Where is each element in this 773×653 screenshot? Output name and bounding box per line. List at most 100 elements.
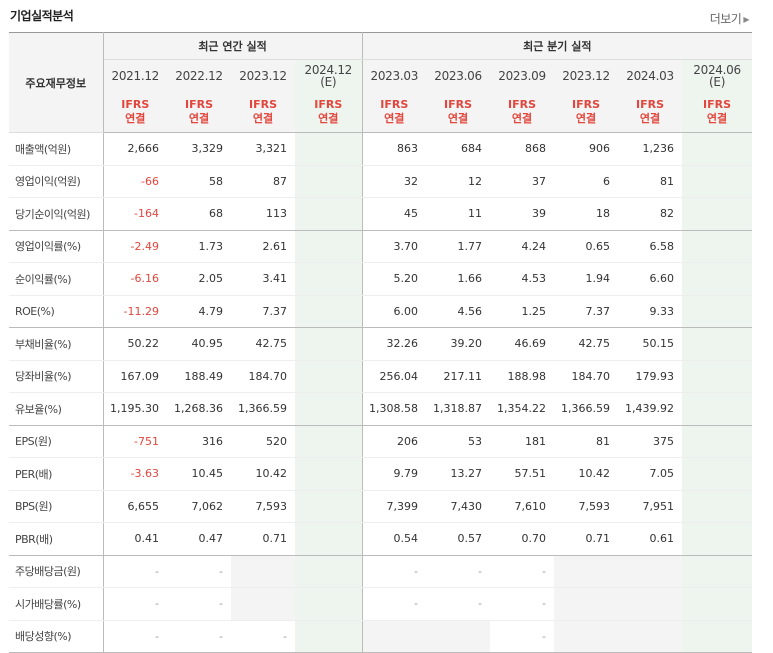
table-cell: 4.56 [426,295,491,328]
table-cell [295,327,363,361]
table-cell: 0.61 [618,522,683,556]
table-cell: 39 [490,197,555,231]
row-label: ROE(%) [9,295,104,328]
ifrs-consolidated-header: IFRS 연결 [167,92,231,133]
table-cell [682,360,753,393]
table-cell: 375 [618,425,683,458]
table-cell: 7,062 [167,490,231,523]
table-row: 주당배당금(원) - - - - - [9,555,753,588]
table-cell: 9.79 [362,457,427,491]
table-cell [554,587,619,621]
table-cell [231,555,295,588]
table-cell: 2,666 [103,132,167,166]
row-label: PBR(배) [9,522,104,556]
table-cell [682,392,753,426]
table-cell: 32.26 [362,327,427,361]
table-cell: 520 [231,425,295,458]
table-cell [231,587,295,621]
table-cell [682,197,753,231]
table-cell: 1,439.92 [618,392,683,426]
table-cell: 4.53 [490,262,555,296]
table-cell: 2.61 [231,230,295,263]
table-cell [295,360,363,393]
table-cell: 1.25 [490,295,555,328]
table-cell: 0.65 [554,230,619,263]
table-cell [295,392,363,426]
row-label: 당기순이익(억원) [9,197,104,231]
annual-group-header: 최근 연간 실적 [103,32,363,60]
table-cell [682,587,753,621]
section-title: 기업실적분석 [10,9,74,23]
table-cell: 1,366.59 [554,392,619,426]
ifrs-consolidated-header: IFRS 연결 [554,92,619,133]
table-cell: 1,268.36 [167,392,231,426]
table-cell [682,490,753,523]
table-cell: 7,593 [231,490,295,523]
row-label: 영업이익(억원) [9,165,104,198]
ifrs-consolidated-header: IFRS 연결 [103,92,167,133]
table-cell [362,620,427,653]
table-cell: 0.71 [554,522,619,556]
table-cell: 13.27 [426,457,491,491]
table-cell [682,262,753,296]
table-cell: 7.37 [231,295,295,328]
table-cell [295,230,363,263]
table-cell: 42.75 [554,327,619,361]
table-cell: -164 [103,197,167,231]
table-cell [682,295,753,328]
table-cell [682,457,753,491]
table-cell: - [426,555,491,588]
table-cell [682,620,753,653]
table-cell: 7.05 [618,457,683,491]
table-cell [618,620,683,653]
table-cell: 0.70 [490,522,555,556]
table-cell: 684 [426,132,491,166]
table-row: ROE(%) -11.29 4.79 7.37 6.00 4.56 1.25 7.37 9.33 [9,295,753,328]
table-cell: 7,430 [426,490,491,523]
row-label: 당좌비율(%) [9,360,104,393]
quarter-group-header: 최근 분기 실적 [362,32,753,60]
row-label: BPS(원) [9,490,104,523]
table-cell: 179.93 [618,360,683,393]
table-row: PER(배) -3.63 10.45 10.42 9.79 13.27 57.51 10.42… [9,457,753,491]
table-cell [295,295,363,328]
table-cell: 87 [231,165,295,198]
table-cell: 2.05 [167,262,231,296]
more-link[interactable]: 더보기 ▶ [709,12,750,26]
table-cell: - [103,587,167,621]
table-cell: - [103,620,167,653]
table-cell: 1.66 [426,262,491,296]
table-cell: 5.20 [362,262,427,296]
table-row: 매출액(억원) 2,666 3,329 3,321 863 684 868 906 1,236 [9,132,753,166]
period-header: 2022.12 [167,59,231,92]
table-cell [295,132,363,166]
table-cell: 7,399 [362,490,427,523]
table-cell [682,132,753,166]
table-cell: 3,321 [231,132,295,166]
table-cell: 18 [554,197,619,231]
table-cell [618,555,683,588]
row-label: 부채비율(%) [9,327,104,361]
period-header: 2023.06 [426,59,491,92]
table-cell: - [490,555,555,588]
table-cell: 4.24 [490,230,555,263]
table-cell: 1,366.59 [231,392,295,426]
table-row: 당좌비율(%) 167.09 188.49 184.70 256.04 217.11 188… [9,360,753,393]
table-cell: 7.37 [554,295,619,328]
table-cell [682,230,753,263]
row-label: 영업이익률(%) [9,230,104,263]
table-cell: - [167,555,231,588]
table-cell: 1.77 [426,230,491,263]
table-cell: 6.58 [618,230,683,263]
table-cell: 40.95 [167,327,231,361]
ifrs-consolidated-header: IFRS 연결 [231,92,295,133]
table-cell: 7,951 [618,490,683,523]
table-cell: 3.70 [362,230,427,263]
row-label: PER(배) [9,457,104,491]
table-cell: 4.79 [167,295,231,328]
table-cell: 1,308.58 [362,392,427,426]
row-label: 배당성향(%) [9,620,104,653]
table-cell: - [490,620,555,653]
table-cell: 57.51 [490,457,555,491]
table-cell: 50.22 [103,327,167,361]
